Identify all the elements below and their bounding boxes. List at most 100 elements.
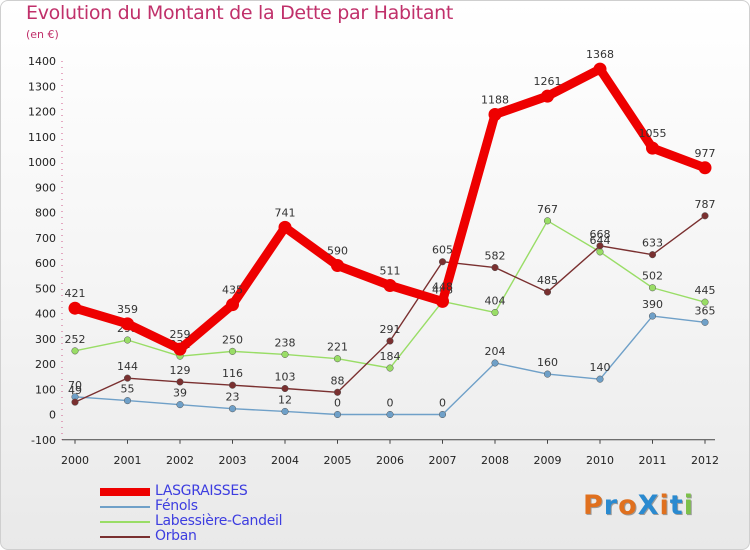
- data-label: 590: [327, 245, 348, 258]
- logo-letter: i: [659, 490, 670, 521]
- data-label: 977: [695, 147, 716, 160]
- data-label: 404: [485, 294, 506, 307]
- x-tick-label: 2011: [639, 454, 667, 467]
- data-point: [68, 301, 82, 315]
- legend-swatch: [100, 536, 150, 538]
- data-point: [543, 217, 552, 225]
- logo-letter: P: [583, 490, 604, 521]
- data-label: 129: [170, 364, 191, 377]
- data-label: 140: [590, 361, 611, 374]
- x-tick-label: 2005: [324, 454, 352, 467]
- x-tick-label: 2009: [534, 454, 562, 467]
- data-point: [386, 337, 394, 345]
- data-point: [593, 62, 607, 76]
- data-point: [541, 89, 554, 103]
- x-tick-label: 2000: [61, 454, 89, 467]
- data-point: [331, 259, 344, 273]
- series-1: 70 55 39 23 12 0 0 0 204 160 140 390 365: [68, 298, 716, 419]
- y-tick-label: 0: [49, 409, 56, 422]
- data-point: [701, 212, 709, 220]
- data-label: 221: [327, 341, 348, 354]
- data-label: 1261: [534, 75, 562, 88]
- data-label: 485: [537, 274, 558, 287]
- data-point: [648, 312, 657, 320]
- data-point: [698, 161, 712, 175]
- y-tick-label: 1100: [28, 131, 56, 144]
- data-label: 291: [380, 323, 401, 336]
- data-label: 252: [65, 333, 86, 346]
- series-0: 421 359 259 435 741 590 511 448 1188 1261 1368 1055…: [65, 48, 716, 356]
- data-label: 70: [68, 379, 82, 392]
- data-point: [71, 347, 79, 355]
- data-point: [281, 350, 289, 358]
- series-3: 49 144 129 116 103 88 291 605 582 485 668 633 787: [68, 198, 716, 406]
- data-point: [491, 263, 499, 272]
- legend-swatch: [100, 506, 150, 508]
- data-label: 448: [432, 280, 453, 293]
- data-point: [383, 278, 397, 292]
- data-label: 259: [170, 328, 191, 341]
- data-point: [543, 288, 552, 296]
- y-tick-label: 100: [35, 383, 56, 396]
- logo-letter: r: [603, 490, 619, 521]
- data-label: 502: [642, 270, 663, 283]
- data-label: 605: [432, 244, 453, 257]
- data-point: [436, 294, 449, 308]
- data-label: 88: [331, 374, 345, 387]
- data-label: 359: [117, 303, 138, 316]
- data-label: 238: [275, 336, 296, 349]
- chart-series: 7055392312000204160140390365252295231250…: [65, 48, 716, 419]
- data-point: [596, 242, 604, 250]
- x-tick-label: 2007: [429, 454, 457, 467]
- data-point: [281, 407, 289, 416]
- data-point: [226, 298, 239, 312]
- data-point: [173, 342, 187, 356]
- data-point: [281, 384, 289, 393]
- legend-label: Fénols: [155, 498, 198, 514]
- logo-letter: i: [683, 490, 694, 521]
- data-label: 582: [485, 250, 506, 263]
- data-point: [386, 410, 394, 419]
- data-point: [71, 398, 79, 406]
- data-point: [491, 359, 499, 367]
- data-label: 23: [226, 391, 240, 404]
- data-label: 160: [537, 356, 558, 369]
- data-point: [228, 381, 237, 389]
- data-point: [123, 397, 132, 405]
- data-point: [278, 220, 292, 234]
- data-point: [438, 258, 447, 266]
- legend-label: Orban: [155, 528, 197, 544]
- data-point: [123, 336, 132, 344]
- data-label: 39: [173, 387, 187, 400]
- data-label: 511: [380, 264, 401, 277]
- data-point: [333, 410, 342, 419]
- data-label: 435: [222, 284, 243, 297]
- data-label: 250: [222, 333, 243, 346]
- data-label: 767: [537, 203, 558, 216]
- y-tick-label: -100: [31, 434, 56, 447]
- x-tick-label: 2008: [481, 454, 509, 467]
- data-label: 0: [387, 397, 394, 410]
- x-tick-label: 2001: [114, 454, 142, 467]
- logo-letter: t: [669, 490, 684, 521]
- data-label: 390: [642, 298, 663, 311]
- x-tick-label: 2010: [586, 454, 614, 467]
- data-label: 103: [275, 370, 296, 383]
- data-point: [386, 364, 394, 372]
- x-tick-label: 2006: [376, 454, 404, 467]
- logo-letter: X: [637, 490, 660, 521]
- y-tick-label: 500: [35, 282, 56, 295]
- data-point: [121, 317, 134, 331]
- x-tick-label: 2003: [219, 454, 247, 467]
- data-label: 184: [380, 350, 401, 363]
- proxiti-logo: ProXiti: [583, 490, 694, 521]
- x-tick-label: 2002: [166, 454, 194, 467]
- data-point: [648, 251, 657, 259]
- x-tick-label: 2012: [691, 454, 719, 467]
- data-point: [488, 108, 502, 122]
- y-tick-label: 600: [35, 257, 56, 270]
- chart-axes: -100010020030040050060070080090010001100…: [28, 55, 719, 467]
- data-point: [701, 318, 709, 326]
- logo-letter: o: [618, 490, 638, 521]
- data-label: 741: [275, 206, 296, 219]
